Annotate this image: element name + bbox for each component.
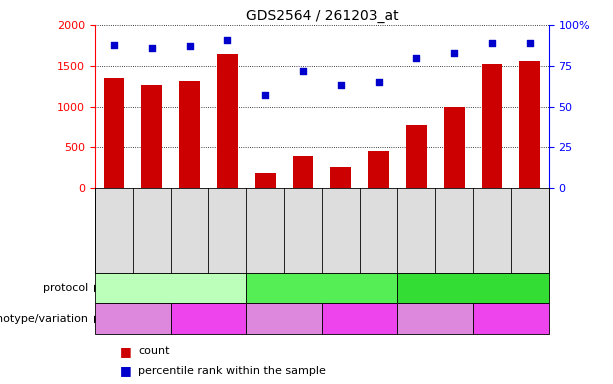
Text: 37 C: 37 C (310, 283, 333, 293)
Bar (482, 64, 502, 188)
Text: 37 C, 24 C, 44 C: 37 C, 24 C, 44 C (430, 283, 516, 293)
Text: GSM107586: GSM107586 (412, 203, 421, 258)
Text: ▶: ▶ (94, 283, 101, 293)
Point (260, 92, 270, 98)
Text: GSM107446: GSM107446 (261, 203, 270, 258)
Bar (142, 85, 162, 188)
Text: GSM107579: GSM107579 (336, 203, 345, 258)
Text: untreated: untreated (145, 283, 196, 293)
Point (109, 41, 119, 48)
Bar (104, 78, 124, 188)
Bar (217, 53, 238, 188)
Text: GSM107436: GSM107436 (109, 203, 118, 258)
Text: GSM107443: GSM107443 (147, 203, 156, 258)
Bar (179, 81, 200, 188)
Text: wild type: wild type (260, 314, 308, 324)
Point (373, 79, 384, 85)
Text: GSM107589: GSM107589 (487, 203, 497, 258)
Text: HsfA2 null: HsfA2 null (333, 314, 386, 324)
Text: count: count (138, 346, 169, 356)
Text: ▶: ▶ (94, 314, 101, 324)
Text: HsfA2 null: HsfA2 null (484, 314, 538, 324)
Point (449, 50, 459, 56)
Bar (519, 61, 540, 188)
Text: wild type: wild type (109, 314, 157, 324)
Text: percentile rank within the sample: percentile rank within the sample (138, 366, 326, 376)
Bar (292, 156, 313, 188)
Text: genotype/variation: genotype/variation (0, 314, 92, 324)
Point (525, 40, 535, 46)
Text: ■: ■ (120, 364, 131, 377)
Text: GSM107587: GSM107587 (449, 203, 459, 258)
Point (147, 45, 156, 51)
Point (223, 36, 232, 43)
Point (487, 40, 497, 46)
Title: GDS2564 / 261203_at: GDS2564 / 261203_at (246, 8, 398, 23)
Bar (406, 125, 427, 188)
Text: protocol: protocol (43, 283, 92, 293)
Text: GSM107577: GSM107577 (299, 203, 308, 258)
Point (411, 55, 421, 61)
Text: GSM107591: GSM107591 (525, 203, 535, 258)
Text: ■: ■ (120, 345, 131, 358)
Text: GSM107444: GSM107444 (185, 203, 194, 258)
Bar (368, 151, 389, 188)
Text: GSM107445: GSM107445 (223, 203, 232, 258)
Point (185, 43, 194, 49)
Bar (330, 167, 351, 188)
Bar (255, 173, 275, 188)
Bar (444, 107, 465, 188)
Point (336, 82, 346, 88)
Text: HsfA2 null: HsfA2 null (182, 314, 235, 324)
Text: wild type: wild type (411, 314, 459, 324)
Text: GSM107580: GSM107580 (374, 203, 383, 258)
Point (298, 68, 308, 74)
